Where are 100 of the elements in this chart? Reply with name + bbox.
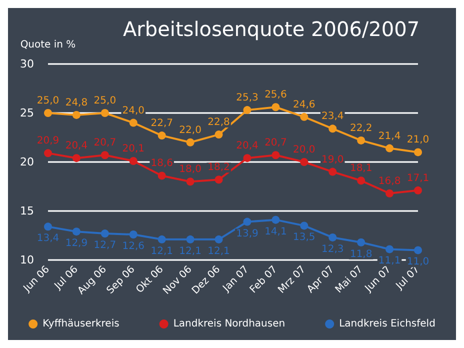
point: [357, 136, 366, 144]
legend-label: Kyffhäuserkreis: [42, 318, 120, 330]
legend-label: Landkreis Nordhausen: [173, 318, 286, 330]
point: [158, 235, 166, 244]
data-label: 23,4: [321, 111, 344, 122]
legend-label: Landkreis Eichsfeld: [339, 318, 436, 330]
point: [243, 106, 252, 114]
point: [328, 233, 337, 242]
x-tick-label: Mrz 07: [276, 264, 308, 296]
point: [386, 189, 394, 198]
point: [414, 246, 422, 254]
data-label: 13,4: [36, 233, 60, 244]
data-label: 24,6: [293, 99, 316, 110]
data-label: 25,6: [264, 90, 287, 101]
data-label: 14,1: [264, 226, 287, 238]
y-tick-label: 25: [20, 106, 34, 120]
point: [328, 168, 337, 176]
y-tick-label: 20: [20, 156, 34, 168]
y-tick-label: 15: [20, 204, 34, 218]
data-label: 25,0: [94, 96, 116, 106]
data-label: 20,1: [122, 144, 145, 155]
y-tick-label: 30: [20, 58, 34, 70]
point: [100, 151, 109, 160]
point: [129, 230, 138, 239]
point: [44, 109, 52, 117]
point: [100, 230, 109, 238]
data-label: 24,0: [122, 105, 145, 116]
data-label: 11,8: [350, 248, 372, 260]
point: [72, 110, 80, 119]
data-label: 20,4: [65, 140, 88, 152]
point: [214, 176, 223, 184]
data-label: 22,2: [350, 122, 372, 134]
data-label: 21,4: [378, 130, 401, 142]
data-label: 13,5: [293, 232, 316, 244]
point: [243, 218, 252, 226]
data-label: 22,7: [150, 118, 173, 130]
chart-title: Arbeitslosenquote 2006/2007: [123, 17, 420, 41]
point: [272, 216, 280, 224]
point: [72, 154, 80, 162]
data-label: 21,0: [406, 134, 430, 146]
point: [100, 109, 109, 117]
point: [129, 118, 138, 127]
point: [272, 103, 280, 112]
data-label: 12,9: [65, 238, 88, 250]
point: [328, 124, 337, 133]
point: [158, 172, 166, 180]
point: [300, 222, 308, 230]
data-label: 20,7: [94, 138, 116, 149]
point: [129, 157, 138, 166]
data-label: 20,0: [293, 144, 316, 156]
data-label: 16,8: [378, 176, 401, 187]
data-label: 18,1: [350, 163, 372, 174]
point: [186, 235, 194, 244]
data-label: 12,1: [150, 246, 173, 257]
point: [386, 144, 394, 152]
point: [214, 130, 223, 139]
data-label: 12,7: [94, 240, 116, 252]
data-label: 20,9: [36, 136, 60, 147]
point: [357, 238, 366, 246]
data-label: 12,6: [122, 241, 145, 252]
data-label: 18,2: [208, 162, 230, 174]
point: [158, 132, 166, 140]
point: [186, 138, 194, 146]
point: [44, 149, 52, 158]
data-label: 20,4: [236, 140, 258, 152]
data-label: 12,1: [208, 246, 230, 257]
x-tick-label: Mai 07: [334, 264, 365, 296]
x-tick-label: Jun 07: [362, 264, 394, 295]
point: [44, 222, 52, 231]
point: [300, 112, 308, 121]
data-label: 13,9: [236, 228, 258, 240]
data-label: 18,0: [179, 164, 202, 176]
data-label: 17,1: [406, 172, 430, 184]
data-label: 19,0: [321, 154, 344, 166]
data-label: 12,1: [179, 246, 202, 257]
data-label: 22,0: [179, 124, 202, 136]
point: [386, 245, 394, 254]
point: [72, 228, 80, 236]
data-label: 20,7: [264, 138, 287, 149]
y-tick-label: 10: [20, 254, 34, 266]
point: [272, 151, 280, 160]
point: [300, 158, 308, 166]
point: [357, 176, 366, 185]
data-label: 12,3: [321, 244, 344, 255]
point: [414, 148, 422, 156]
data-label: 22,8: [208, 117, 230, 128]
x-tick-label: Sep 06: [104, 264, 138, 296]
data-label: 25,0: [36, 96, 60, 106]
x-tick-label: Dez 06: [190, 264, 223, 297]
data-label: 25,3: [236, 92, 258, 104]
point: [243, 154, 252, 162]
data-label: 24,8: [65, 97, 88, 108]
y-axis-title: Quote in %: [20, 40, 76, 50]
data-label: 11,0: [406, 256, 430, 268]
data-label: 11,1: [378, 256, 401, 267]
data-label: 18,6: [150, 158, 173, 170]
point: [186, 178, 194, 186]
x-tick-label: Jun 06: [21, 264, 52, 295]
point: [214, 235, 223, 244]
point: [414, 186, 422, 194]
